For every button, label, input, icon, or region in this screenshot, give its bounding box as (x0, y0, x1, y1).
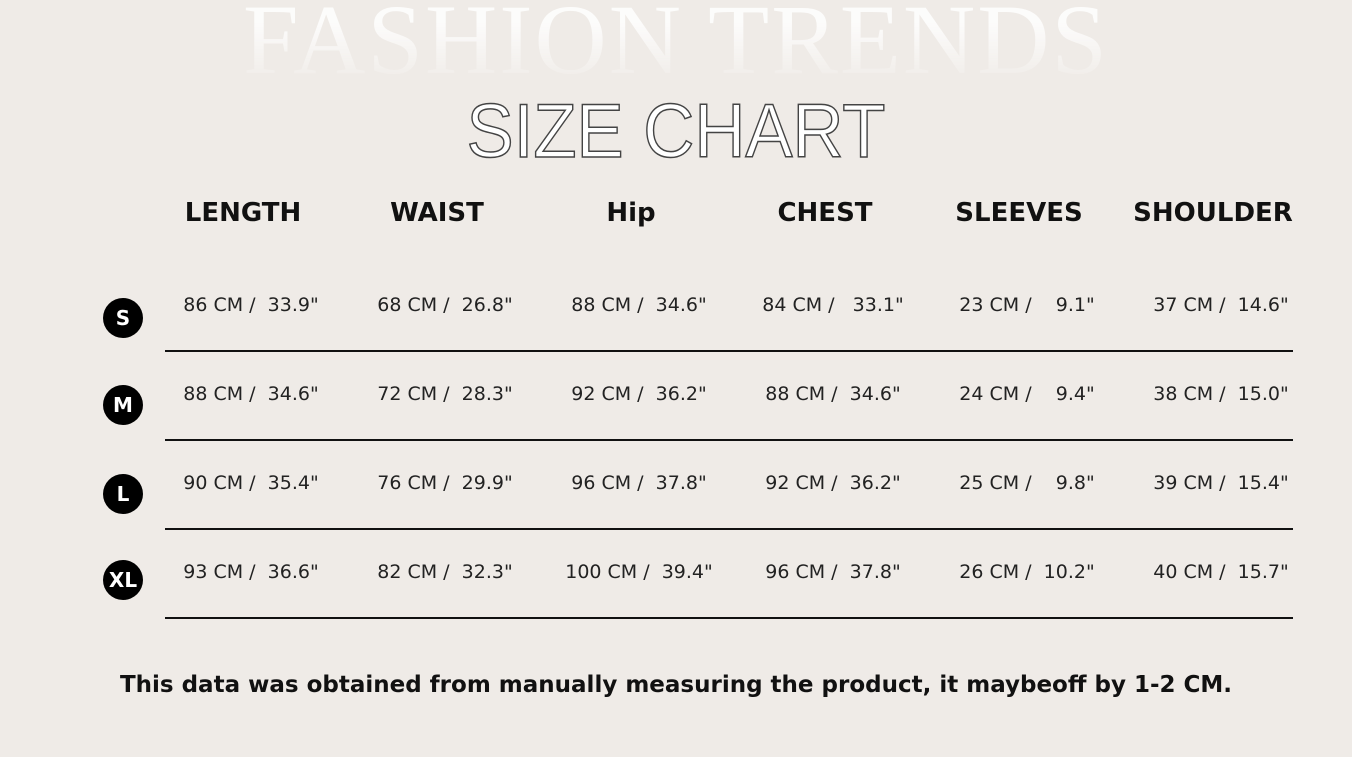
table-cell: 68 CM / 26.8" (377, 294, 513, 316)
column-header: CHEST (777, 198, 873, 228)
table-cell: 40 CM / 15.7" (1153, 561, 1289, 583)
table-cell: 26 CM / 10.2" (959, 561, 1095, 583)
background-title: FASHION TRENDS (242, 0, 1110, 86)
table-cell: 88 CM / 34.6" (571, 294, 707, 316)
size-badge: XL (103, 560, 143, 600)
table-cell: 96 CM / 37.8" (571, 472, 707, 494)
page-title: SIZE CHART (466, 89, 886, 174)
column-header: LENGTH (184, 198, 302, 228)
column-header: WAIST (390, 198, 484, 228)
table-cell: 24 CM / 9.4" (959, 383, 1095, 405)
table-cell: 23 CM / 9.1" (959, 294, 1095, 316)
table-cell: 38 CM / 15.0" (1153, 383, 1289, 405)
table-cell: 92 CM / 36.2" (765, 472, 901, 494)
column-header: SLEEVES (955, 198, 1083, 228)
row-divider (165, 439, 1293, 441)
table-cell: 93 CM / 36.6" (183, 561, 319, 583)
table-cell: 76 CM / 29.9" (377, 472, 513, 494)
table-cell: 86 CM / 33.9" (183, 294, 319, 316)
table-cell: 25 CM / 9.8" (959, 472, 1095, 494)
table-cell: 100 CM / 39.4" (565, 561, 713, 583)
table-cell: 88 CM / 34.6" (183, 383, 319, 405)
table-cell: 88 CM / 34.6" (765, 383, 901, 405)
table-cell: 92 CM / 36.2" (571, 383, 707, 405)
size-badge: L (103, 474, 143, 514)
table-cell: 84 CM / 33.1" (762, 294, 904, 316)
disclaimer-note: This data was obtained from manually mea… (119, 672, 1233, 698)
table-cell: 39 CM / 15.4" (1153, 472, 1289, 494)
table-cell: 90 CM / 35.4" (183, 472, 319, 494)
row-divider (165, 350, 1293, 352)
row-divider (165, 617, 1293, 619)
table-cell: 37 CM / 14.6" (1153, 294, 1289, 316)
table-cell: 82 CM / 32.3" (377, 561, 513, 583)
row-divider (165, 528, 1293, 530)
table-cell: 96 CM / 37.8" (765, 561, 901, 583)
column-header: Hip (606, 198, 656, 228)
table-cell: 72 CM / 28.3" (377, 383, 513, 405)
size-badge: S (103, 298, 143, 338)
column-header: SHOULDER (1133, 198, 1293, 228)
size-badge: M (103, 385, 143, 425)
